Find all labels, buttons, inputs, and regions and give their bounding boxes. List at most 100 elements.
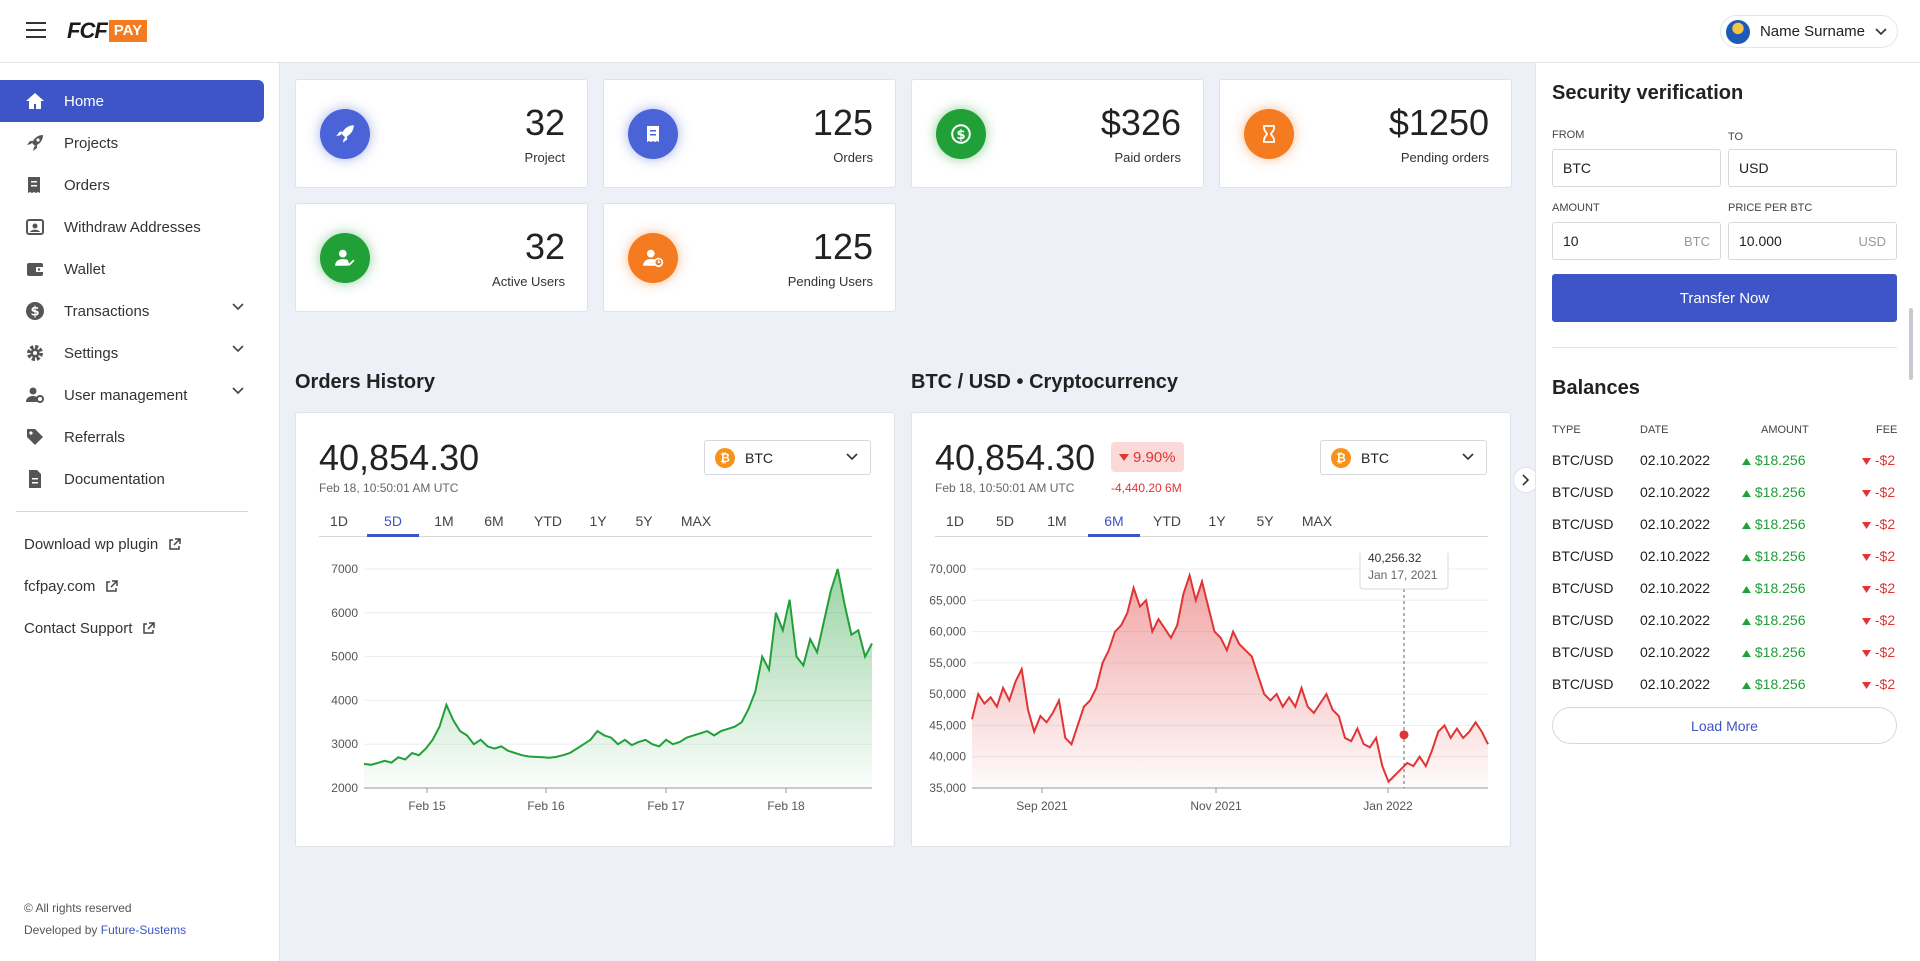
tab-max[interactable]: MAX (1301, 513, 1333, 529)
tab-1y[interactable]: 1Y (1208, 513, 1226, 529)
chevron-down-icon (232, 345, 244, 353)
series-area (972, 575, 1488, 788)
table-row: BTC/USD 02.10.2022 $18.256 -$2 (1552, 540, 1897, 572)
copyright: © All rights reserved (24, 901, 132, 915)
row-type: BTC/USD (1552, 516, 1614, 532)
tab-6m[interactable]: 6M (484, 513, 504, 529)
sidebar-item-label: Referrals (64, 428, 125, 446)
orders-value: 40,854.30 (319, 437, 480, 478)
tooltip-value: 40,256.32 (1368, 553, 1422, 565)
row-date: 02.10.2022 (1640, 484, 1711, 500)
stat-card-orders: 125 Orders (603, 79, 896, 188)
developer-link[interactable]: Future-Sustems (100, 923, 187, 937)
sidebar-item-projects[interactable]: Projects (0, 122, 264, 164)
sidebar-item-wallet[interactable]: Wallet (0, 248, 264, 290)
row-amount-value: $18.256 (1754, 580, 1806, 596)
fcfpay-link[interactable]: fcfpay.com (24, 578, 119, 595)
price-field[interactable]: 10.000 USD (1728, 222, 1897, 260)
from-value: BTC (1563, 160, 1591, 176)
tab-max[interactable]: MAX (680, 513, 712, 529)
row-date: 02.10.2022 (1640, 580, 1711, 596)
tab-5d[interactable]: 5D (367, 513, 419, 537)
tab-ytd[interactable]: YTD (1153, 513, 1181, 529)
y-tick-label: 50,000 (929, 687, 966, 701)
download-wp-plugin-link[interactable]: Download wp plugin (24, 536, 182, 553)
coin-select[interactable]: ₿ BTC (1320, 440, 1487, 475)
external-link-icon (143, 622, 156, 634)
row-type: BTC/USD (1552, 452, 1614, 468)
sidebar-item-transactions[interactable]: $ Transactions (0, 290, 264, 332)
transfer-now-button[interactable]: Transfer Now (1552, 274, 1897, 322)
sidebar-item-user-management[interactable]: User management (0, 374, 264, 416)
tab-ytd[interactable]: YTD (534, 513, 562, 529)
sidebar-item-settings[interactable]: Settings (0, 332, 264, 374)
y-tick-label: 7000 (331, 562, 358, 576)
tag-icon (24, 426, 46, 448)
sidebar-item-referrals[interactable]: Referrals (0, 416, 264, 458)
x-tick-label: Jan 2022 (1363, 799, 1413, 813)
row-amount: $18.256 (1742, 484, 1806, 500)
menu-icon[interactable] (26, 22, 46, 38)
user-name: Name Surname (1759, 23, 1865, 40)
tab-5y[interactable]: 5Y (1256, 513, 1274, 529)
tab-1y[interactable]: 1Y (589, 513, 607, 529)
link-label: fcfpay.com (24, 578, 96, 595)
link-label: Download wp plugin (24, 536, 159, 553)
stat-label: Orders (833, 150, 873, 165)
table-row: BTC/USD 02.10.2022 $18.256 -$2 (1552, 636, 1897, 668)
row-fee: -$2 (1862, 644, 1895, 660)
y-tick-label: 65,000 (929, 593, 966, 607)
stat-value: $1250 (1388, 102, 1489, 143)
coin-select[interactable]: ₿ BTC (704, 440, 871, 475)
table-row: BTC/USD 02.10.2022 $18.256 -$2 (1552, 476, 1897, 508)
from-field[interactable]: BTC (1552, 149, 1721, 187)
contact-support-link[interactable]: Contact Support (24, 620, 156, 637)
user-menu[interactable]: Name Surname (1719, 15, 1898, 48)
stat-value: 125 (812, 102, 873, 143)
y-tick-label: 2000 (331, 781, 358, 795)
amount-unit: BTC (1684, 234, 1710, 249)
sidebar-item-orders[interactable]: Orders (0, 164, 264, 206)
row-type: BTC/USD (1552, 644, 1614, 660)
logo[interactable]: FCF PAY (67, 18, 148, 43)
scrollbar[interactable] (1909, 308, 1913, 380)
series-area (364, 569, 872, 788)
tab-1m[interactable]: 1M (1047, 513, 1067, 529)
column-header-amount: AMOUNT (1761, 424, 1809, 436)
sidebar-item-documentation[interactable]: Documentation (0, 458, 264, 500)
orders-timestamp: Feb 18, 10:50:01 AM UTC (319, 481, 459, 495)
chevron-down-icon (232, 303, 244, 311)
x-tick-label: Feb 18 (767, 799, 805, 813)
developed-by: Developed by Future-Sustems (24, 923, 186, 937)
crypto-card: 40,854.30 9.90% -4,440.20 6M Feb 18, 10:… (911, 412, 1511, 847)
user-clock-icon (628, 233, 678, 283)
orders-history-title: Orders History (295, 371, 436, 393)
expand-panel-button[interactable] (1513, 467, 1539, 493)
caret-up-icon (1742, 554, 1751, 561)
y-tick-label: 45,000 (929, 718, 966, 732)
sidebar-item-home[interactable]: Home (0, 80, 264, 122)
panel-divider (1552, 347, 1897, 348)
row-fee: -$2 (1862, 612, 1895, 628)
tab-5y[interactable]: 5Y (635, 513, 653, 529)
tab-1m[interactable]: 1M (434, 513, 454, 529)
rocket-icon (24, 132, 46, 154)
row-fee: -$2 (1862, 516, 1895, 532)
row-fee: -$2 (1862, 452, 1895, 468)
tab-6m[interactable]: 6M (1088, 513, 1140, 537)
dollar-icon: $ (936, 109, 986, 159)
caret-up-icon (1742, 586, 1751, 593)
tab-5d[interactable]: 5D (996, 513, 1014, 529)
load-more-button[interactable]: Load More (1552, 707, 1897, 744)
tooltip-date: Jan 17, 2021 (1368, 568, 1438, 582)
row-fee-value: -$2 (1874, 548, 1896, 564)
tab-1d[interactable]: 1D (330, 513, 348, 529)
stat-label: Pending Users (787, 274, 873, 289)
caret-up-icon (1742, 650, 1751, 657)
amount-field[interactable]: 10 BTC (1552, 222, 1721, 260)
sidebar-item-withdraw-addresses[interactable]: Withdraw Addresses (0, 206, 264, 248)
table-row: BTC/USD 02.10.2022 $18.256 -$2 (1552, 668, 1897, 700)
row-fee-value: -$2 (1874, 484, 1896, 500)
to-field[interactable]: USD (1728, 149, 1897, 187)
tab-1d[interactable]: 1D (946, 513, 964, 529)
